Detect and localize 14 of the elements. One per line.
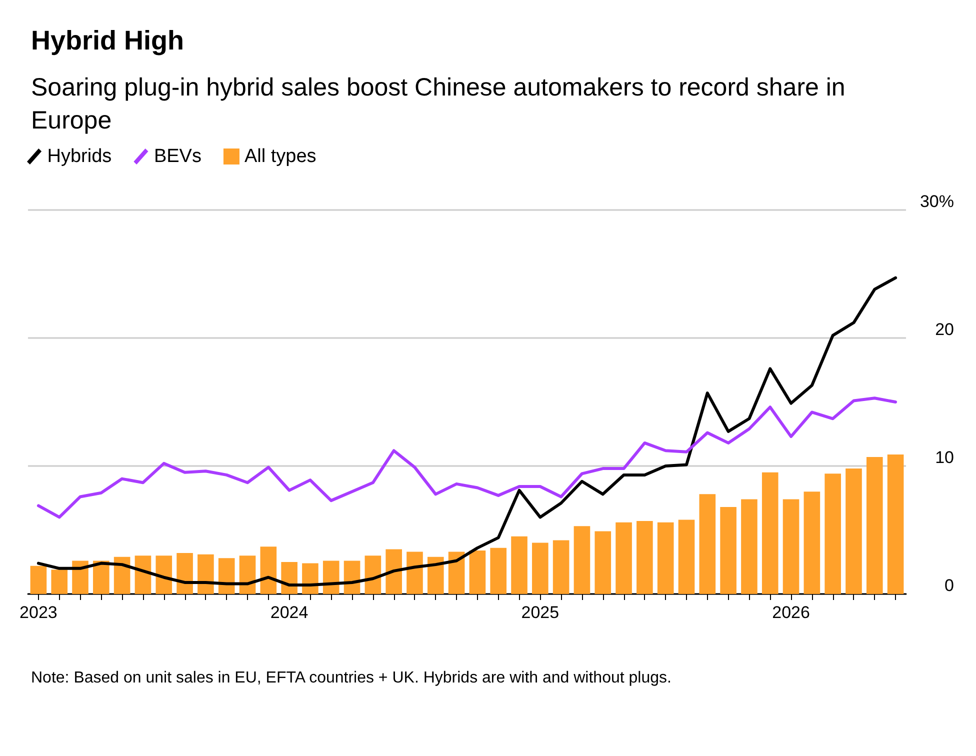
chart-title: Hybrid High	[31, 26, 184, 56]
x-tick-label: 2023	[20, 603, 58, 622]
legend-label: Hybrids	[47, 146, 112, 167]
legend-label: All types	[244, 146, 316, 167]
y-tick-label: 30%	[920, 192, 954, 211]
legend-label: BEVs	[154, 146, 202, 167]
x-tick-label: 2025	[521, 603, 560, 622]
y-tick-label: 0	[944, 576, 954, 595]
text: Note: Based on unit sales in EU, EFTA countries + UK. Hybrids are with and without plugs.	[31, 670, 672, 686]
x-tick-label: 2026	[772, 603, 810, 622]
y-tick-label: 10	[935, 448, 954, 467]
chart-subtitle: Soaring plug-in hybrid sales boost Chinese automakers to record share in Europe	[31, 74, 852, 134]
x-tick-label: 2024	[270, 603, 308, 622]
y-tick-label: 20	[935, 320, 954, 339]
